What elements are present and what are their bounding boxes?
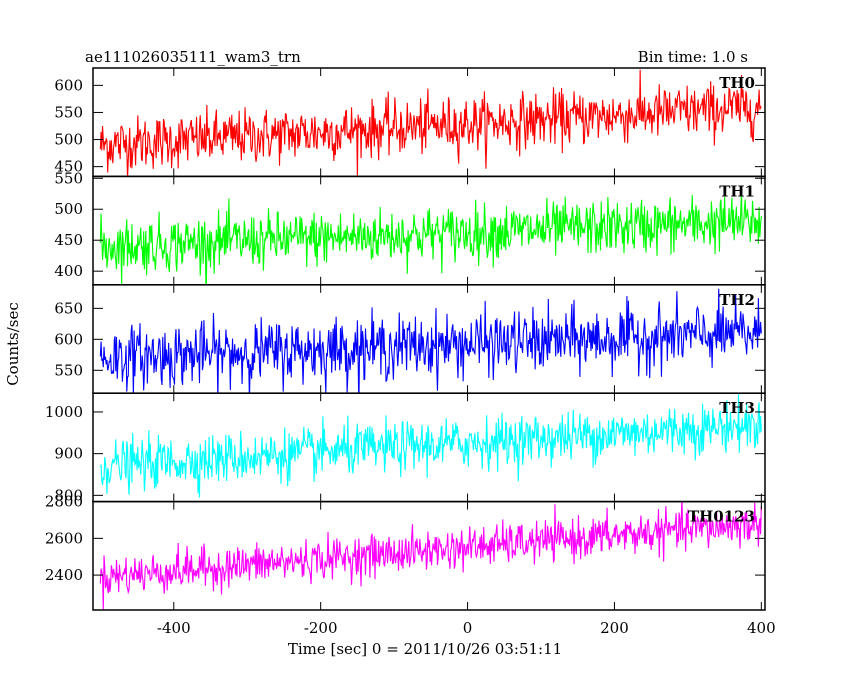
panel-th0123: 2400 2600 2800 TH0123 <box>45 493 766 611</box>
panel-label: TH0123 <box>688 508 755 526</box>
y-tick-label: 550 <box>54 361 83 379</box>
x-tick-label: -400 <box>157 619 191 637</box>
series-line-th1 <box>99 191 762 285</box>
y-tick-label: 650 <box>54 299 83 317</box>
panel-th3: 800 900 1000 TH3 <box>45 392 766 504</box>
y-tick-label: 1000 <box>45 403 83 421</box>
x-tick-label: 200 <box>600 619 629 637</box>
y-tick-label: 500 <box>54 200 83 218</box>
panel-th1: 400 450 500 550 TH1 <box>54 169 766 286</box>
x-axis-label: Time [sec] 0 = 2011/10/26 03:51:11 <box>288 640 562 658</box>
y-tick-label: 550 <box>54 103 83 121</box>
x-tick-label: -200 <box>304 619 338 637</box>
y-tick-label: 500 <box>54 131 83 149</box>
panel-label: TH0 <box>719 74 755 92</box>
series-line-th2 <box>99 288 762 394</box>
y-tick-label: 600 <box>54 330 83 348</box>
y-tick-label: 550 <box>54 169 83 187</box>
y-tick-label: 400 <box>54 262 83 280</box>
panel-th2: 550 600 650 TH2 <box>54 284 766 394</box>
y-axis-label: Counts/sec <box>4 302 22 386</box>
panel-label: TH3 <box>719 399 755 417</box>
y-tick-label: 600 <box>54 76 83 94</box>
chart-title: ae111026035111_wam3_trn <box>85 48 301 66</box>
x-tick-label: 400 <box>747 619 776 637</box>
series-line-th3 <box>99 393 762 498</box>
y-tick-label: 900 <box>54 445 83 463</box>
y-tick-label: 800 <box>54 486 83 504</box>
y-tick-label: 2400 <box>45 566 83 584</box>
series-line-th0123 <box>99 501 762 611</box>
y-tick-label: 450 <box>54 231 83 249</box>
panel-label: TH1 <box>719 182 755 200</box>
series-line-th0 <box>99 69 762 177</box>
panel-label: TH2 <box>719 291 755 309</box>
panels-group: 450 500 550 600 TH0 400 450 500 550 TH1 550 600 650 T… <box>45 67 776 637</box>
panel-th0: 450 500 550 600 TH0 <box>54 67 766 178</box>
x-tick-label: 0 <box>463 619 473 637</box>
bin-time-label: Bin time: 1.0 s <box>638 48 748 66</box>
y-tick-label: 2600 <box>45 529 83 547</box>
y-tick-label: 2800 <box>45 493 83 511</box>
panel-frame <box>92 500 766 611</box>
y-tick-label: 450 <box>54 158 83 176</box>
